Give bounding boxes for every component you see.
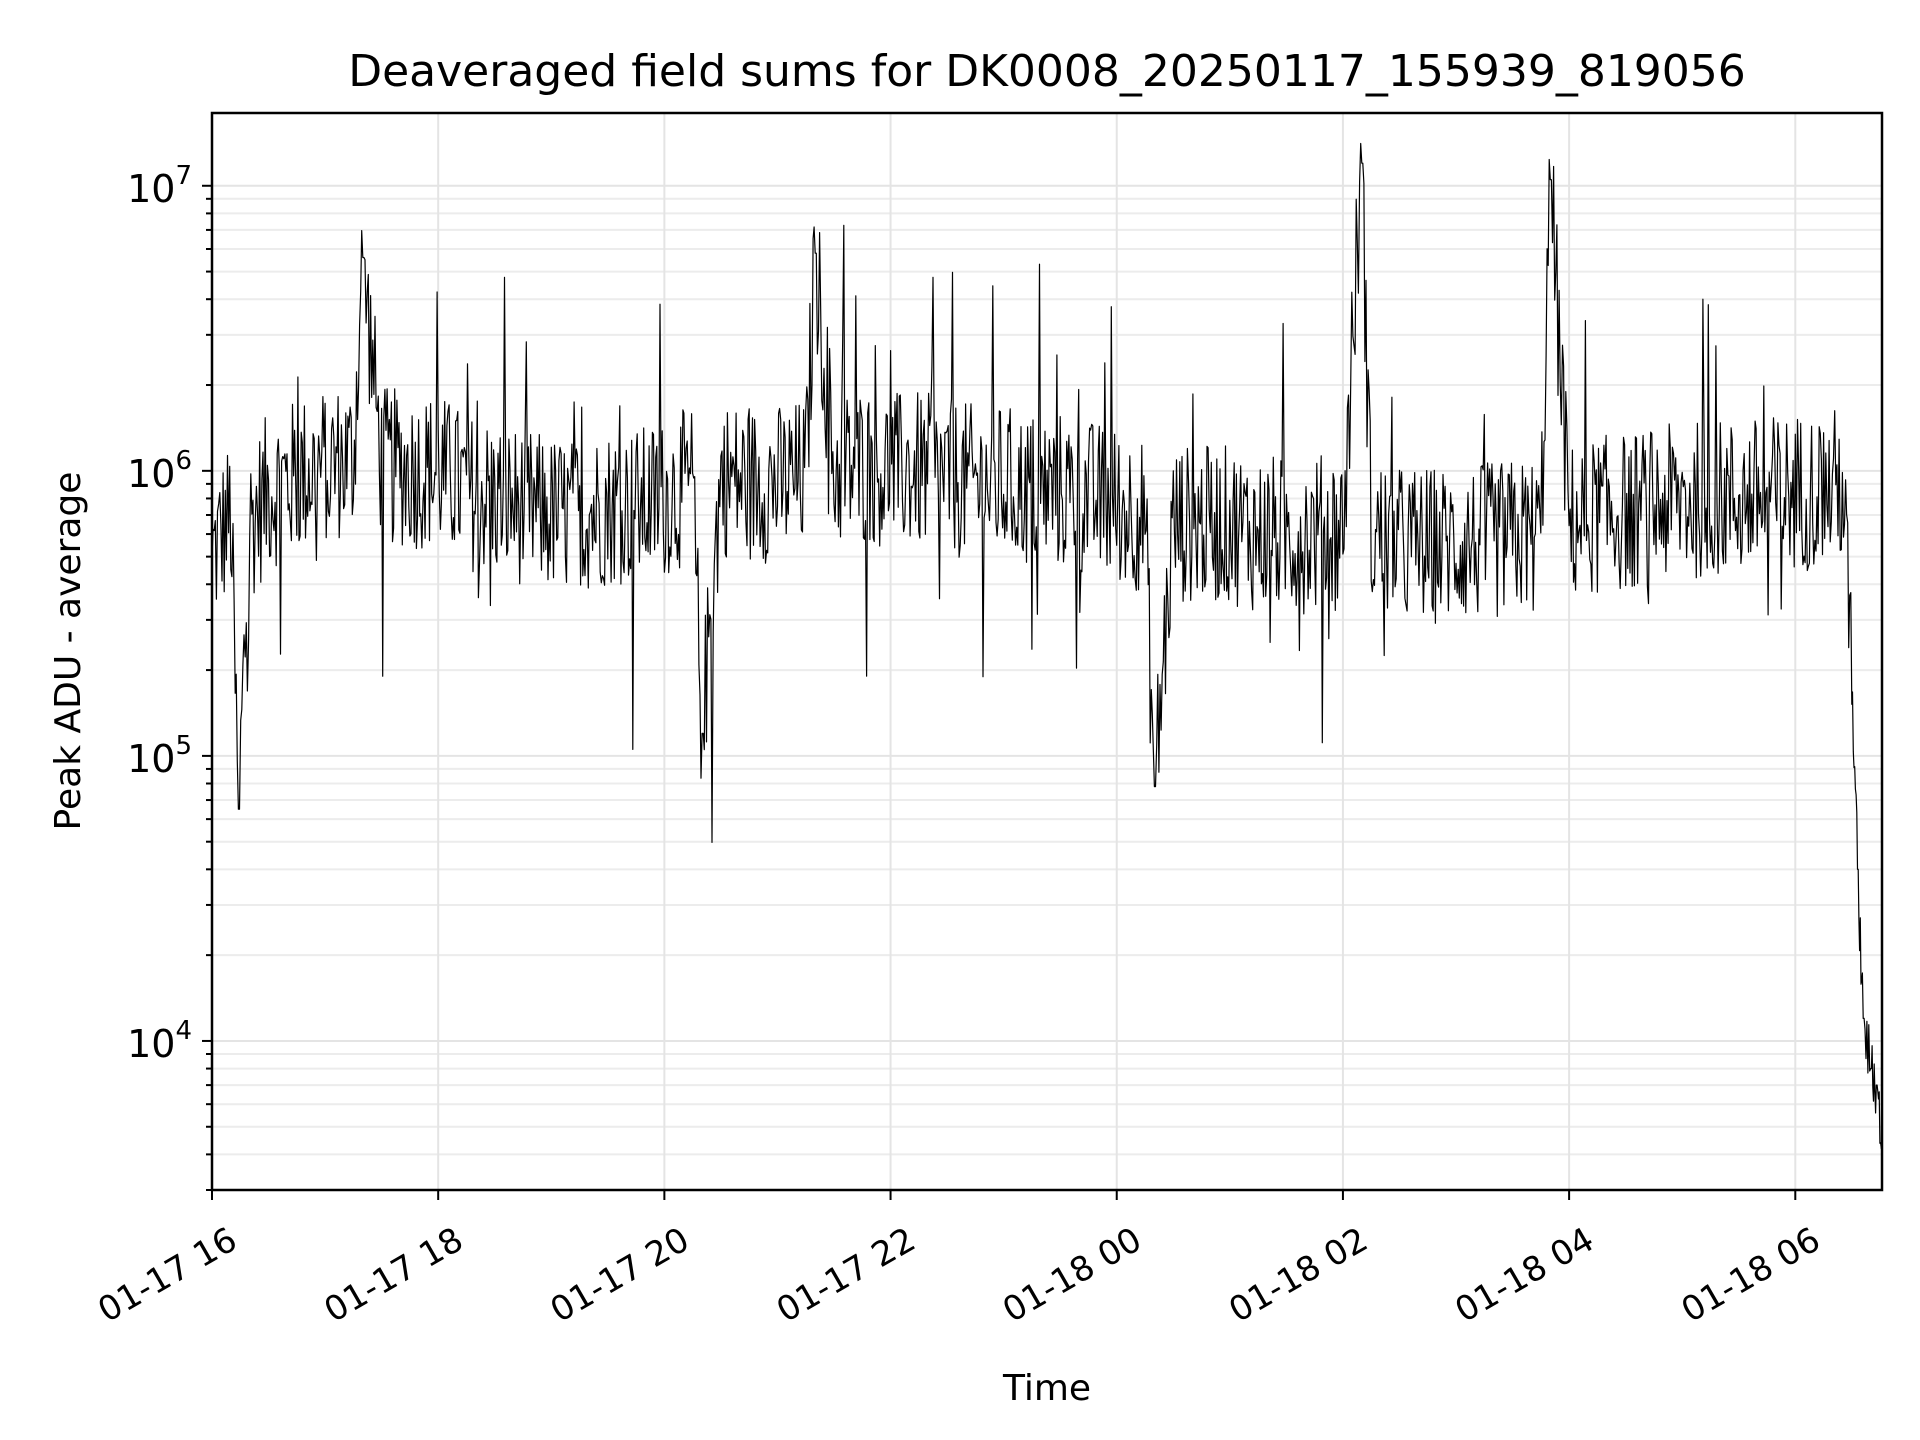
series-line: [211, 142, 1883, 1150]
x-tick-label: 01-18 06: [1675, 1220, 1827, 1331]
chart-title: Deaveraged field sums for DK0008_2025011…: [348, 46, 1746, 97]
x-axis-label: Time: [1002, 1368, 1091, 1409]
x-tick-label: 01-17 22: [770, 1220, 922, 1331]
x-tick-label: 01-18 04: [1449, 1220, 1601, 1331]
x-tick-label: 01-17 16: [91, 1220, 243, 1331]
y-tick-label: 107: [127, 161, 192, 211]
y-tick-label: 104: [127, 1016, 192, 1066]
x-tick-label: 01-18 02: [1222, 1220, 1374, 1331]
x-tick-label: 01-17 20: [544, 1220, 696, 1331]
y-tick-label: 105: [127, 731, 192, 781]
y-axis-label: Peak ADU - average: [48, 472, 89, 831]
y-tick-label: 106: [127, 446, 192, 496]
grid-lines: [211, 113, 1882, 1191]
x-tick-label: 01-18 00: [996, 1220, 1148, 1331]
plot-frame: [210, 111, 1884, 1192]
x-tick-label: 01-17 18: [318, 1220, 470, 1331]
